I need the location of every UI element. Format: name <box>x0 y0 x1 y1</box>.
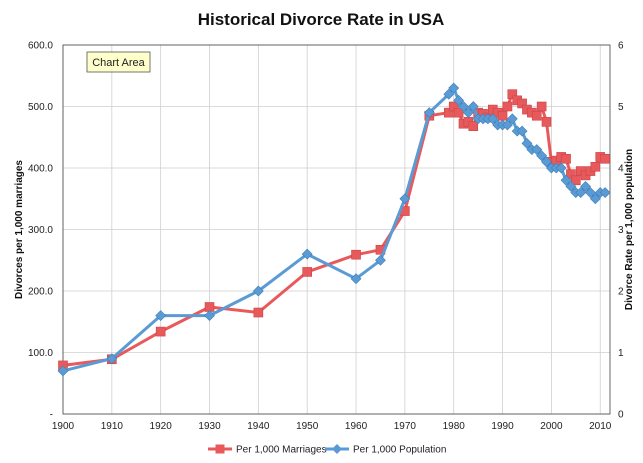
data-point-diamond <box>458 101 469 112</box>
data-point-square <box>155 326 166 337</box>
data-point-square <box>531 110 542 121</box>
series-1 <box>57 82 611 377</box>
data-point-diamond <box>57 365 69 377</box>
x-tick-label: 1900 <box>52 421 75 432</box>
data-point-diamond <box>462 107 474 119</box>
y-left-tick-label: 200.0 <box>28 287 53 298</box>
data-point-diamond <box>252 285 264 297</box>
y-right-tick-label: 2 <box>618 287 624 298</box>
legend-item-0: Per 1,000 Marriages <box>208 444 327 456</box>
data-point-square <box>351 249 361 260</box>
data-point-square <box>497 110 508 121</box>
x-tick-label: 1920 <box>150 421 173 432</box>
data-point-diamond <box>555 162 567 174</box>
y-left-tick-label: 600.0 <box>28 41 53 52</box>
y-left-tick-label: 100.0 <box>28 348 53 359</box>
data-point-square <box>302 267 312 277</box>
x-tick-label: 1910 <box>101 421 124 432</box>
data-point-diamond <box>350 273 362 285</box>
x-tick-label: 1930 <box>198 421 221 432</box>
data-point-diamond <box>580 181 592 192</box>
grid <box>62 44 610 415</box>
data-point-diamond <box>399 193 411 205</box>
data-point-diamond <box>453 94 465 106</box>
x-tick-label: 1950 <box>296 421 319 432</box>
y-left-tick-label: 400.0 <box>28 164 53 175</box>
data-point-diamond <box>531 144 543 155</box>
data-point-diamond <box>536 150 548 162</box>
chart-area-tooltip: Chart Area <box>86 51 151 73</box>
x-tick-label: 1980 <box>443 421 466 432</box>
plot-area <box>62 44 611 415</box>
data-point-square <box>536 101 547 112</box>
tooltip-box <box>86 51 151 73</box>
data-point-diamond <box>502 119 513 131</box>
data-point-diamond <box>487 113 499 125</box>
data-point-square <box>468 121 479 131</box>
data-point-square <box>517 98 527 109</box>
x-tick-label: 1960 <box>345 421 368 432</box>
x-tick-label: 2010 <box>589 421 612 432</box>
x-tick-label: 1990 <box>491 421 514 432</box>
data-point-square <box>561 153 571 164</box>
data-point-diamond <box>541 156 552 168</box>
chart-title: Historical Divorce Rate in USA <box>198 10 445 29</box>
data-point-diamond <box>375 254 386 266</box>
data-point-square <box>507 89 518 99</box>
tooltip-text: Chart Area <box>92 57 145 69</box>
legend-label: Per 1,000 Population <box>353 445 446 456</box>
legend: Per 1,000 Marriages Per 1,000 Population <box>208 444 446 456</box>
series <box>57 82 611 377</box>
data-point-diamond <box>589 193 601 205</box>
data-point-square <box>541 117 552 127</box>
data-point-diamond <box>467 101 479 112</box>
data-point-diamond <box>585 187 596 199</box>
data-point-square <box>444 107 454 118</box>
data-point-diamond <box>301 248 313 260</box>
data-point-diamond <box>565 181 577 192</box>
y-left-tick-label: 300.0 <box>28 225 53 236</box>
x-tick-label: 1940 <box>247 421 270 432</box>
data-point-diamond <box>599 187 611 199</box>
x-tick-label: 1970 <box>394 421 417 432</box>
y-right-tick-label: 0 <box>618 410 624 421</box>
data-point-diamond <box>106 353 118 365</box>
y-right-tick-label: 6 <box>618 41 624 52</box>
legend-marker-square <box>215 444 225 454</box>
data-point-diamond <box>560 174 572 186</box>
y-right-tick-label: 5 <box>618 102 624 113</box>
legend-marker-diamond <box>332 444 342 454</box>
data-point-diamond <box>506 113 518 125</box>
y-axis-left-title: Divorces per 1,000 marriages <box>14 160 25 299</box>
data-point-diamond <box>155 310 167 322</box>
data-point-diamond <box>423 107 435 119</box>
data-point-square <box>204 302 215 312</box>
y-left-tick-label: - <box>50 410 53 421</box>
data-point-square <box>253 307 264 318</box>
y-right-tick-label: 3 <box>618 225 624 236</box>
data-point-diamond <box>443 88 455 100</box>
data-point-diamond <box>204 310 215 322</box>
y-right-tick-label: 4 <box>618 164 624 175</box>
x-tick-label: 2000 <box>540 421 563 432</box>
data-point-diamond <box>521 137 533 149</box>
data-point-diamond <box>516 125 528 137</box>
y-axis-right-title: Divorce Rate per 1,000 population <box>624 149 635 310</box>
axis-ticks: 1900 1910 1920 1930 1940 1950 1960 1970 1980 1990… <box>28 41 624 433</box>
legend-label: Per 1,000 Marriages <box>236 445 327 456</box>
data-point-square <box>600 153 610 164</box>
data-point-square <box>566 169 576 179</box>
data-point-diamond <box>575 187 587 199</box>
data-point-diamond <box>448 82 460 94</box>
y-left-tick-label: 500.0 <box>28 102 53 113</box>
data-point-square <box>502 101 513 112</box>
data-point-square <box>590 161 601 172</box>
y-right-tick-label: 1 <box>618 348 624 359</box>
legend-item-1: Per 1,000 Population <box>325 444 446 456</box>
